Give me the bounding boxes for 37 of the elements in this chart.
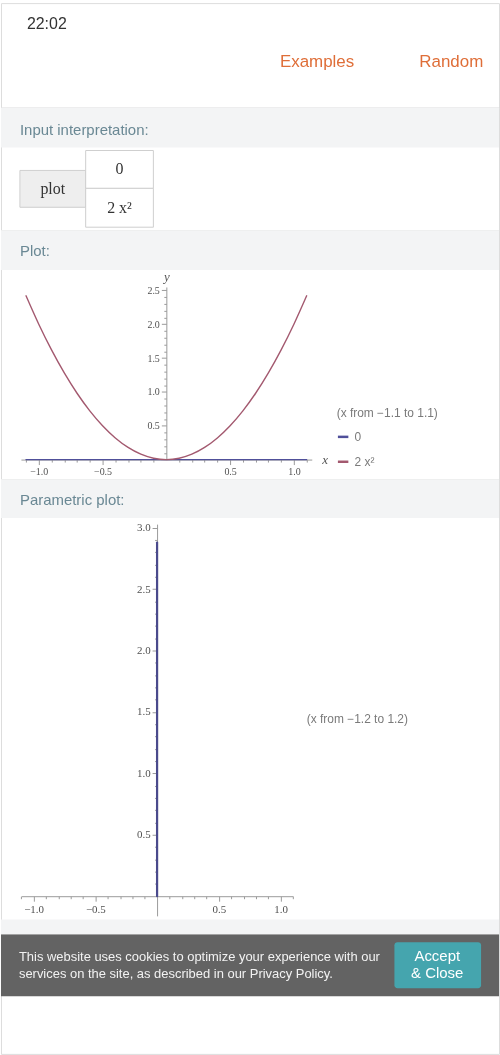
y-tick-label: 2.5	[147, 284, 160, 296]
x-tick-label: 1.0	[274, 902, 289, 915]
x-tick-label: −1.0	[24, 902, 45, 915]
text: This website uses cookies to optimize your experience with our services on the site, as described in our Privacy Policy.	[18, 949, 381, 982]
text: Random	[419, 51, 484, 71]
text: plot	[40, 180, 66, 199]
x-tick-label: −1.0	[30, 466, 49, 478]
y-tick-label: 0.5	[147, 420, 160, 432]
y-tick-label: 1.5	[136, 705, 152, 718]
x-tick-label: 0.5	[212, 902, 227, 915]
text: (x from −1.1 to 1.1)	[336, 406, 438, 421]
x-tick-label: 0.5	[224, 466, 237, 478]
y-tick-label: 2.5	[136, 582, 152, 595]
text: Examples	[279, 51, 355, 71]
x-axis-title: x	[321, 452, 329, 468]
y-tick-label: 0.5	[136, 828, 152, 841]
chart-title: Plot:	[19, 242, 50, 260]
text: 22:02	[26, 15, 67, 32]
legend-label: 2 x²	[354, 454, 375, 469]
text: Input interpretation:	[19, 120, 149, 138]
y-tick-label: 2.0	[136, 644, 152, 657]
y-tick-label: 1.5	[147, 352, 160, 364]
y-tick-label: 1.0	[147, 386, 160, 398]
line-series	[25, 295, 308, 461]
text: Accept & Close	[411, 947, 464, 982]
chart-title: Parametric plot:	[19, 491, 125, 509]
y-tick-label: 3.0	[136, 521, 152, 534]
y-axis-title: y	[161, 269, 170, 285]
y-tick-label: 2.0	[147, 318, 160, 330]
y-tick-label: 1.0	[136, 766, 152, 779]
text: 0	[115, 160, 124, 178]
x-tick-label: 1.0	[288, 466, 301, 478]
x-tick-label: −0.5	[85, 902, 107, 915]
legend-label: 0	[354, 429, 362, 444]
text: (x from −1.2 to 1.2)	[306, 712, 408, 727]
x-tick-label: −0.5	[94, 466, 113, 478]
text: 2 x²	[107, 199, 133, 217]
